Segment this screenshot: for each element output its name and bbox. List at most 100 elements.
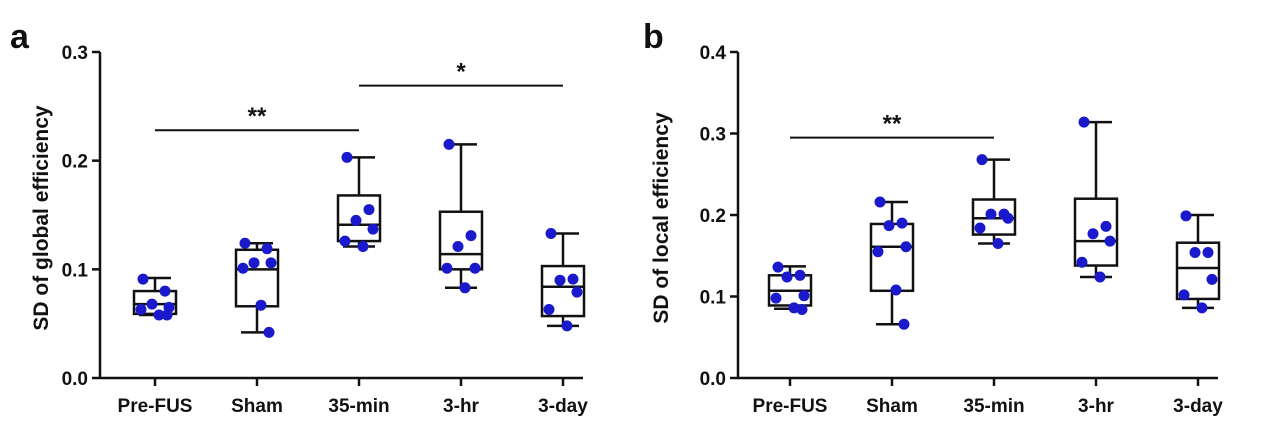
data-point-a — [357, 241, 369, 253]
box-group-a — [540, 232, 586, 328]
data-point-a — [146, 298, 158, 310]
data-point-b — [1100, 220, 1112, 232]
data-point-b — [794, 269, 806, 281]
data-point-b — [1178, 289, 1190, 301]
data-point-a — [571, 286, 583, 298]
x-tick-label-b: 35-min — [963, 396, 1024, 417]
significance-label-a: ** — [248, 103, 267, 130]
data-point-a — [452, 241, 464, 253]
data-point-b — [1104, 235, 1116, 247]
data-point-a — [465, 230, 477, 242]
y-tick-label-b: 0.4 — [700, 43, 727, 64]
axes-a: 0.0 0.1 0.2 0.3 Pre-FUS Sham 35-min 3-hr 3-day — [62, 43, 589, 417]
box-iqr — [540, 264, 586, 318]
data-point-a — [159, 285, 171, 297]
y-tick-label-b: 0.1 — [700, 288, 727, 309]
x-tick-label-a: Pre-FUS — [118, 396, 193, 417]
data-point-b — [781, 271, 793, 283]
data-point-a — [543, 304, 555, 316]
x-tick-label-b: 3-day — [1173, 396, 1223, 417]
y-tick-label-a: 0.3 — [62, 43, 88, 64]
data-point-b — [974, 222, 986, 234]
box-iqr — [336, 194, 382, 243]
panel-label-b: b — [643, 18, 664, 56]
data-point-b — [1094, 271, 1106, 283]
y-tick-label-a: 0.1 — [62, 260, 89, 281]
data-point-a — [341, 151, 353, 163]
y-tick-label-b: 0.0 — [700, 369, 726, 390]
data-point-a — [265, 257, 277, 269]
y-tick-label-b: 0.2 — [700, 206, 726, 227]
data-point-a — [459, 282, 471, 294]
box-iqr — [1073, 197, 1119, 267]
data-point-a — [153, 309, 165, 321]
box-iqr — [1175, 241, 1221, 301]
data-point-b — [890, 284, 902, 296]
x-tick-label-a: 35-min — [328, 396, 389, 417]
data-point-b — [900, 241, 912, 253]
data-point-a — [161, 309, 173, 321]
data-point-a — [339, 235, 351, 247]
data-point-a — [137, 273, 149, 285]
data-point-a — [237, 262, 249, 274]
data-point-b — [772, 261, 784, 273]
y-tick-label-a: 0.2 — [62, 152, 88, 173]
data-point-b — [1196, 302, 1208, 314]
data-point-b — [992, 238, 1004, 250]
y-tick-label-b: 0.3 — [700, 125, 726, 146]
data-point-b — [798, 290, 810, 302]
data-point-b — [1002, 212, 1014, 224]
data-point-b — [1189, 246, 1201, 258]
data-point-b — [796, 304, 808, 316]
box-group-a — [234, 242, 280, 334]
significance-label-a: * — [456, 59, 466, 86]
panel-label-a: a — [10, 18, 30, 56]
data-point-a — [554, 274, 566, 286]
data-point-b — [1202, 246, 1214, 258]
panel-b: b SD of local efficiency 0.0 0.1 0.2 0.3 0.4… — [643, 18, 1223, 417]
data-point-a — [363, 204, 375, 216]
data-point-b — [770, 292, 782, 304]
data-point-b — [985, 208, 997, 220]
plot-area-a: *** — [132, 59, 586, 338]
data-point-a — [350, 214, 362, 226]
data-point-a — [441, 262, 453, 274]
data-point-a — [469, 262, 481, 274]
plot-area-b: ** — [767, 111, 1221, 330]
data-point-b — [1078, 116, 1090, 128]
data-point-b — [1076, 256, 1088, 268]
data-point-b — [872, 246, 884, 258]
panel-a: a SD of global efficiency 0.0 0.1 0.2 0.3 Pr… — [10, 18, 588, 417]
data-point-b — [896, 217, 908, 229]
data-point-a — [567, 273, 579, 285]
x-tick-label-a: 3-day — [538, 396, 588, 417]
significance-label-b: ** — [883, 111, 902, 138]
data-point-b — [874, 196, 886, 208]
box-iqr — [869, 222, 915, 293]
data-point-b — [976, 154, 988, 166]
data-point-a — [248, 257, 260, 269]
data-point-a — [239, 237, 251, 249]
box-iqr — [438, 210, 484, 271]
x-tick-label-b: 3-hr — [1078, 396, 1115, 417]
x-tick-label-a: 3-hr — [443, 396, 480, 417]
y-axis-label-a: SD of global efficiency — [30, 105, 53, 331]
data-point-b — [1087, 228, 1099, 240]
data-point-a — [545, 227, 557, 239]
data-point-a — [561, 320, 573, 332]
x-tick-label-b: Sham — [866, 396, 918, 417]
data-point-a — [135, 304, 147, 316]
data-point-a — [367, 223, 379, 235]
box-group-b — [1073, 120, 1119, 279]
data-point-a — [443, 138, 455, 150]
axes-b: 0.0 0.1 0.2 0.3 0.4 Pre-FUS Sham 35-min 3-hr 3-da… — [700, 43, 1224, 417]
x-tick-label-b: Pre-FUS — [753, 396, 828, 417]
data-point-a — [255, 299, 267, 311]
y-tick-label-a: 0.0 — [62, 369, 88, 390]
x-tick-label-a: Sham — [231, 396, 283, 417]
data-point-a — [261, 243, 273, 255]
data-point-b — [1206, 273, 1218, 285]
data-point-b — [1180, 210, 1192, 222]
data-point-b — [883, 220, 895, 232]
